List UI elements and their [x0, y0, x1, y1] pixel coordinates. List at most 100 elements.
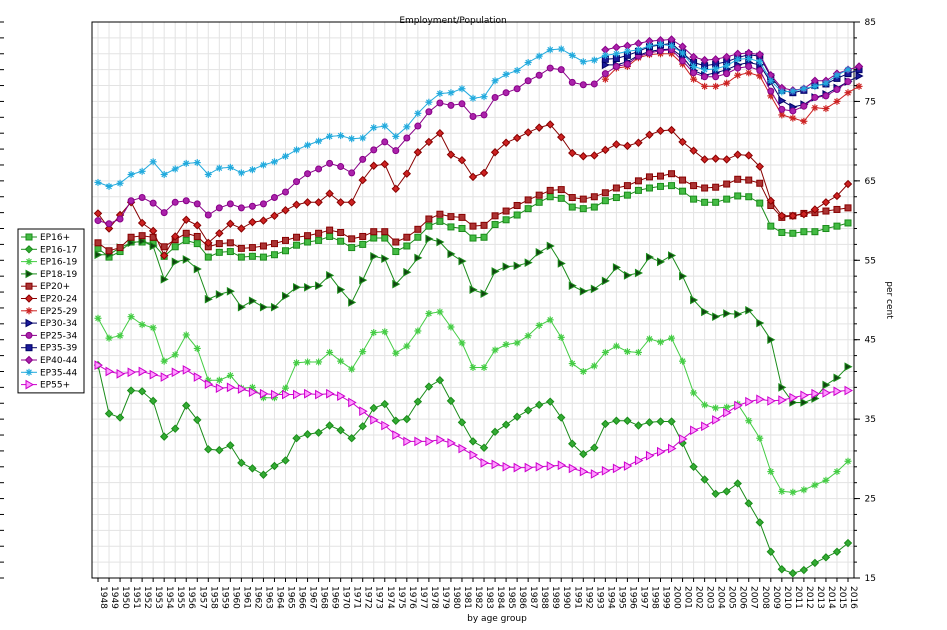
data-point	[546, 186, 554, 194]
star-stroke	[536, 53, 543, 60]
data-point	[215, 204, 223, 212]
data-point	[733, 150, 742, 159]
data-point	[325, 421, 334, 430]
data-point	[656, 417, 665, 426]
data-point	[844, 457, 852, 465]
data-point	[270, 158, 278, 166]
data-point	[832, 191, 842, 201]
data-point	[469, 113, 477, 121]
data-point	[712, 73, 720, 81]
data-point	[337, 228, 345, 236]
data-point	[568, 360, 576, 368]
x-tick-label: 2015	[837, 586, 847, 609]
star-stroke	[448, 324, 454, 330]
data-point	[723, 70, 731, 78]
data-point	[270, 211, 279, 221]
data-point	[182, 236, 190, 244]
data-point	[579, 286, 588, 296]
star-stroke	[216, 165, 223, 172]
data-point	[623, 47, 631, 55]
data-point	[535, 198, 543, 206]
x-tick-label: 2001	[683, 586, 693, 609]
data-point	[711, 489, 720, 499]
data-point	[623, 348, 631, 356]
data-point	[767, 468, 775, 476]
data-point	[745, 62, 753, 70]
data-point	[545, 397, 555, 406]
data-point	[723, 195, 731, 203]
series-ep55-	[94, 360, 854, 479]
data-point	[524, 462, 534, 473]
data-point	[414, 109, 422, 117]
data-point	[237, 384, 247, 394]
data-point	[756, 199, 764, 207]
data-point	[568, 194, 576, 202]
data-point	[248, 464, 257, 473]
data-point	[468, 437, 478, 446]
data-point	[711, 154, 720, 163]
chart-title: Employment/Population	[399, 16, 506, 26]
star-stroke	[525, 59, 532, 66]
data-point	[237, 224, 246, 233]
data-point	[138, 366, 148, 377]
data-point	[722, 155, 731, 164]
data-point	[513, 462, 523, 473]
data-point	[524, 196, 532, 204]
data-point	[138, 194, 146, 202]
data-point	[381, 328, 389, 336]
data-point	[833, 97, 841, 105]
data-point	[723, 79, 731, 87]
legend-label: EP18-19	[40, 270, 78, 280]
data-point	[745, 176, 753, 184]
data-point	[348, 365, 356, 373]
data-point	[480, 364, 488, 372]
data-point	[634, 268, 643, 278]
y-tick-label: 85	[865, 18, 876, 28]
data-point	[94, 239, 102, 247]
data-point	[590, 193, 598, 201]
data-point	[634, 177, 642, 185]
data-point	[645, 335, 653, 343]
data-point	[447, 101, 455, 109]
data-point	[789, 87, 797, 95]
star-stroke	[591, 363, 598, 369]
x-tick-label: 1999	[661, 586, 671, 609]
data-point	[766, 547, 776, 556]
x-tick-label: 1972	[363, 586, 373, 609]
data-point	[447, 249, 456, 259]
data-point	[722, 52, 731, 62]
data-point	[590, 443, 599, 452]
data-point	[679, 434, 688, 444]
star-stroke	[734, 56, 741, 63]
data-point	[204, 253, 212, 261]
x-tick-label: 2009	[771, 586, 781, 609]
data-point	[712, 183, 720, 191]
star-stroke	[635, 46, 642, 53]
star-stroke	[547, 46, 554, 53]
data-point	[854, 62, 864, 71]
legend-item: EP25-29	[21, 307, 78, 317]
x-tick-label: 1993	[594, 586, 604, 609]
x-tick-label: 1986	[517, 586, 527, 609]
data-point	[148, 396, 158, 406]
data-point	[645, 418, 654, 427]
data-point	[601, 51, 609, 59]
data-point	[193, 344, 201, 352]
star-stroke	[734, 72, 741, 79]
data-point	[424, 382, 434, 391]
data-point	[215, 383, 225, 394]
star-stroke	[106, 335, 112, 341]
star-stroke	[679, 50, 686, 56]
star-stroke	[95, 315, 101, 322]
star-stroke	[834, 468, 840, 475]
data-point	[226, 382, 236, 393]
data-point	[170, 232, 180, 241]
data-point	[612, 62, 620, 70]
star-stroke	[723, 404, 730, 411]
star-stroke	[514, 67, 520, 74]
data-point	[248, 166, 256, 174]
data-point	[182, 331, 190, 339]
data-point	[833, 468, 841, 476]
x-tick-label: 1994	[605, 586, 615, 609]
data-point	[215, 248, 223, 256]
